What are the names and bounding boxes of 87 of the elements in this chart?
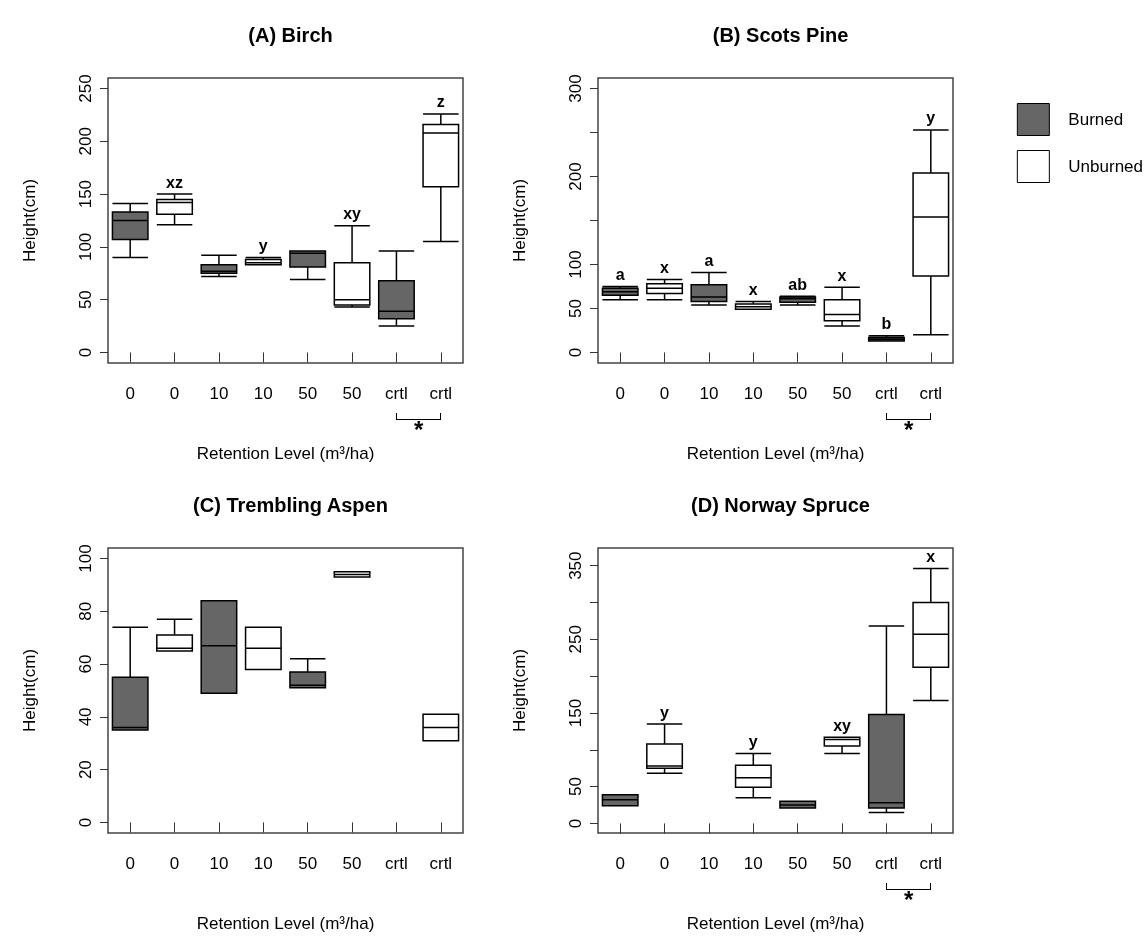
x-axis-title: Retention Level (m³/ha) — [196, 914, 375, 933]
y-tick-label: 350 — [566, 551, 585, 580]
text: * — [413, 415, 424, 443]
y-tick-label: 100 — [566, 250, 585, 279]
x-tick-label: 0 — [169, 854, 180, 873]
y-tick-label: 250 — [566, 625, 585, 654]
x-tick-label: 50 — [342, 854, 362, 873]
text: * — [903, 415, 914, 443]
x-axis-title: Retention Level (m³/ha) — [196, 444, 375, 463]
x-tick-label: 50 — [342, 384, 362, 403]
y-axis-title: Height(cm) — [510, 648, 529, 733]
y-tick-label: 100 — [76, 544, 95, 573]
text: z — [436, 93, 445, 111]
x-tick-label: 50 — [298, 384, 318, 403]
x-tick-label: 0 — [615, 854, 625, 873]
text: x — [748, 280, 758, 298]
y-tick-label: 100 — [76, 232, 95, 262]
chart-title: (C) Trembling Aspen — [193, 494, 388, 516]
y-tick-label: 150 — [76, 179, 95, 209]
y-tick-label: 50 — [566, 299, 585, 318]
chart-title: (D) Norway Spruce — [691, 494, 870, 516]
x-tick-label: 0 — [125, 384, 135, 403]
y-axis-title: Height(cm) — [20, 648, 39, 733]
x-tick-label: crtl — [919, 854, 943, 873]
text: xz — [166, 173, 184, 191]
y-tick-label: 300 — [566, 74, 585, 103]
text: y — [660, 703, 670, 721]
x-tick-label: crtl — [429, 384, 453, 403]
y-tick-label: 0 — [76, 347, 95, 358]
y-tick-label: 200 — [566, 162, 585, 191]
y-axis-title: Height(cm) — [510, 178, 529, 263]
x-tick-label: 50 — [788, 384, 808, 403]
y-tick-label: 40 — [76, 707, 95, 727]
x-tick-label: 10 — [253, 384, 273, 403]
text: a — [615, 265, 625, 283]
text: y — [258, 236, 268, 254]
legend-label: Unburned — [1068, 157, 1144, 176]
x-tick-label: 50 — [832, 384, 852, 403]
y-tick-label: 80 — [76, 601, 95, 621]
x-tick-label: 10 — [699, 854, 719, 873]
text: x — [660, 258, 670, 276]
x-tick-label: crtl — [385, 854, 408, 873]
x-tick-label: 10 — [209, 854, 229, 873]
x-tick-label: 10 — [699, 384, 719, 403]
y-tick-label: 200 — [76, 127, 95, 156]
y-tick-label: 50 — [566, 777, 585, 797]
x-tick-label: 50 — [788, 854, 808, 873]
text: y — [748, 732, 758, 750]
x-tick-label: crtl — [875, 854, 898, 873]
y-tick-label: 0 — [76, 817, 95, 828]
y-tick-label: 60 — [76, 654, 95, 674]
x-tick-label: 50 — [832, 854, 852, 873]
x-tick-label: 50 — [298, 854, 318, 873]
y-tick-label: 20 — [76, 760, 95, 780]
text: a — [704, 251, 714, 269]
x-tick-label: crtl — [385, 384, 408, 403]
y-axis-title: Height(cm) — [20, 178, 39, 263]
text: ab — [788, 275, 808, 293]
x-tick-label: crtl — [429, 854, 453, 873]
legend-label: Burned — [1068, 110, 1124, 129]
text: b — [881, 315, 892, 333]
x-axis-title: Retention Level (m³/ha) — [686, 444, 865, 463]
x-tick-label: crtl — [875, 384, 898, 403]
text: xy — [833, 716, 851, 734]
chart-title: (A) Birch — [248, 24, 333, 46]
text: x — [837, 266, 847, 284]
y-tick-label: 0 — [566, 347, 585, 358]
x-tick-label: 10 — [209, 384, 229, 403]
x-tick-label: 10 — [253, 854, 273, 873]
x-tick-label: 0 — [169, 384, 180, 403]
y-tick-label: 150 — [566, 698, 585, 728]
text: xy — [343, 205, 361, 223]
y-tick-label: 250 — [76, 74, 95, 103]
text: y — [926, 109, 936, 127]
x-tick-label: 0 — [659, 384, 670, 403]
chart-title: (B) Scots Pine — [712, 24, 849, 46]
y-tick-label: 0 — [566, 818, 585, 829]
x-tick-label: 10 — [743, 854, 763, 873]
x-tick-label: crtl — [919, 384, 943, 403]
text: * — [903, 885, 914, 913]
y-tick-label: 50 — [76, 290, 95, 310]
x-tick-label: 0 — [125, 854, 135, 873]
x-axis-title: Retention Level (m³/ha) — [686, 914, 865, 933]
x-tick-label: 10 — [743, 384, 763, 403]
x-tick-label: 0 — [615, 384, 625, 403]
x-tick-label: 0 — [659, 854, 670, 873]
text: x — [926, 548, 936, 566]
